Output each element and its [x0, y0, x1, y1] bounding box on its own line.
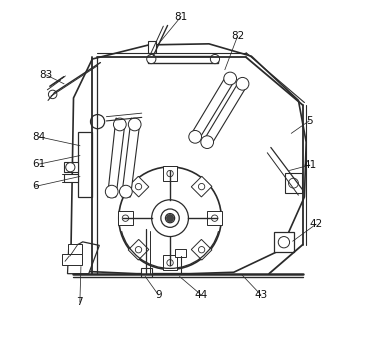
- Text: 82: 82: [231, 31, 244, 41]
- Text: 61: 61: [33, 159, 46, 169]
- Text: 81: 81: [174, 12, 188, 22]
- Text: 6: 6: [32, 181, 39, 191]
- Circle shape: [147, 54, 156, 64]
- Circle shape: [199, 184, 205, 190]
- Circle shape: [199, 246, 205, 253]
- Circle shape: [189, 131, 202, 143]
- Circle shape: [236, 77, 249, 90]
- Circle shape: [201, 136, 213, 148]
- Bar: [64, 162, 78, 172]
- Text: 84: 84: [33, 132, 46, 142]
- Polygon shape: [67, 242, 99, 274]
- Circle shape: [135, 246, 142, 253]
- Polygon shape: [207, 211, 222, 225]
- Circle shape: [210, 54, 219, 64]
- Bar: [141, 268, 152, 277]
- Circle shape: [167, 260, 173, 266]
- Bar: [274, 232, 294, 252]
- Polygon shape: [128, 176, 149, 197]
- Bar: [148, 41, 155, 53]
- Circle shape: [167, 170, 173, 177]
- Circle shape: [135, 184, 142, 190]
- Circle shape: [113, 118, 126, 131]
- Polygon shape: [118, 211, 133, 225]
- Circle shape: [105, 185, 118, 198]
- Text: 44: 44: [194, 290, 208, 300]
- Circle shape: [91, 115, 105, 129]
- Text: 9: 9: [155, 290, 162, 300]
- Bar: [175, 249, 186, 257]
- Polygon shape: [122, 118, 140, 197]
- Bar: [67, 244, 82, 253]
- Circle shape: [166, 215, 174, 222]
- Polygon shape: [108, 118, 125, 197]
- Circle shape: [211, 215, 218, 222]
- Circle shape: [166, 214, 175, 223]
- Circle shape: [49, 90, 57, 99]
- Bar: [62, 253, 81, 265]
- Bar: [64, 174, 78, 182]
- Bar: [285, 173, 302, 193]
- Polygon shape: [71, 44, 306, 274]
- Circle shape: [122, 215, 128, 222]
- Polygon shape: [163, 166, 177, 181]
- Bar: [148, 55, 218, 62]
- Text: 41: 41: [303, 160, 316, 170]
- Circle shape: [278, 236, 290, 248]
- Circle shape: [119, 167, 221, 269]
- Bar: [78, 132, 92, 197]
- Circle shape: [288, 178, 298, 188]
- Circle shape: [66, 163, 75, 172]
- Polygon shape: [163, 255, 177, 270]
- Polygon shape: [128, 239, 149, 260]
- Polygon shape: [191, 75, 235, 140]
- Polygon shape: [191, 176, 212, 197]
- Circle shape: [152, 200, 188, 236]
- Circle shape: [128, 118, 141, 131]
- Circle shape: [119, 185, 132, 198]
- Text: 43: 43: [254, 290, 268, 300]
- Text: 7: 7: [77, 297, 83, 307]
- Text: 5: 5: [306, 116, 312, 126]
- Polygon shape: [191, 239, 212, 260]
- Text: 42: 42: [310, 219, 323, 229]
- Circle shape: [224, 72, 236, 85]
- Circle shape: [161, 209, 179, 227]
- Text: 83: 83: [40, 70, 53, 80]
- Polygon shape: [204, 80, 247, 146]
